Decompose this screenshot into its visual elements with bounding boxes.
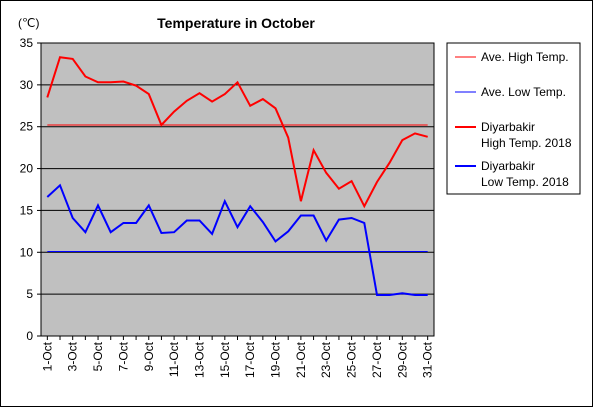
x-tick-label: 23-Oct — [319, 341, 333, 378]
series-line-3 — [46, 56, 428, 209]
chart-title: Temperature in October — [157, 15, 315, 31]
y-tick-label: 10 — [20, 245, 34, 259]
y-tick-label: 5 — [26, 287, 33, 301]
x-tick-label: 7-Oct — [116, 341, 130, 371]
x-tick-label: 27-Oct — [370, 341, 384, 378]
y-tick-label: 20 — [20, 162, 34, 176]
x-tick-label: 17-Oct — [243, 341, 257, 378]
legend-label: High Temp. 2018 — [481, 136, 572, 150]
y-tick-label: 25 — [20, 120, 34, 134]
x-tick-label: 19-Oct — [269, 341, 283, 378]
x-tick-label: 11-Oct — [167, 341, 181, 377]
x-tick-label: 31-Oct — [421, 341, 435, 378]
legend-box — [446, 42, 581, 195]
legend-label: Diyarbakir — [481, 120, 535, 134]
legend-label: Ave. High Temp. — [481, 50, 569, 64]
y-tick-label: 35 — [20, 36, 34, 50]
x-tick-label: 15-Oct — [218, 341, 232, 378]
y-tick-label: 30 — [20, 78, 34, 92]
legend-label: Ave. Low Temp. — [481, 85, 566, 99]
x-tick-label: 13-Oct — [192, 341, 206, 378]
legend-label: Low Temp. 2018 — [481, 175, 569, 189]
series-line-4 — [46, 183, 428, 296]
x-tick-label: 9-Oct — [142, 341, 156, 371]
unit-label: (℃) — [18, 16, 39, 30]
x-tick-label: 3-Oct — [66, 341, 80, 371]
x-tick-label: 29-Oct — [395, 341, 409, 378]
legend-label: Diyarbakir — [481, 159, 535, 173]
y-tick-label: 15 — [20, 203, 34, 217]
x-tick-label: 1-Oct — [40, 341, 54, 371]
x-tick-label: 25-Oct — [345, 341, 359, 378]
x-tick-label: 21-Oct — [294, 341, 308, 378]
y-tick-label: 0 — [26, 329, 33, 343]
x-tick-label: 5-Oct — [91, 341, 105, 371]
plot-area — [40, 42, 435, 337]
